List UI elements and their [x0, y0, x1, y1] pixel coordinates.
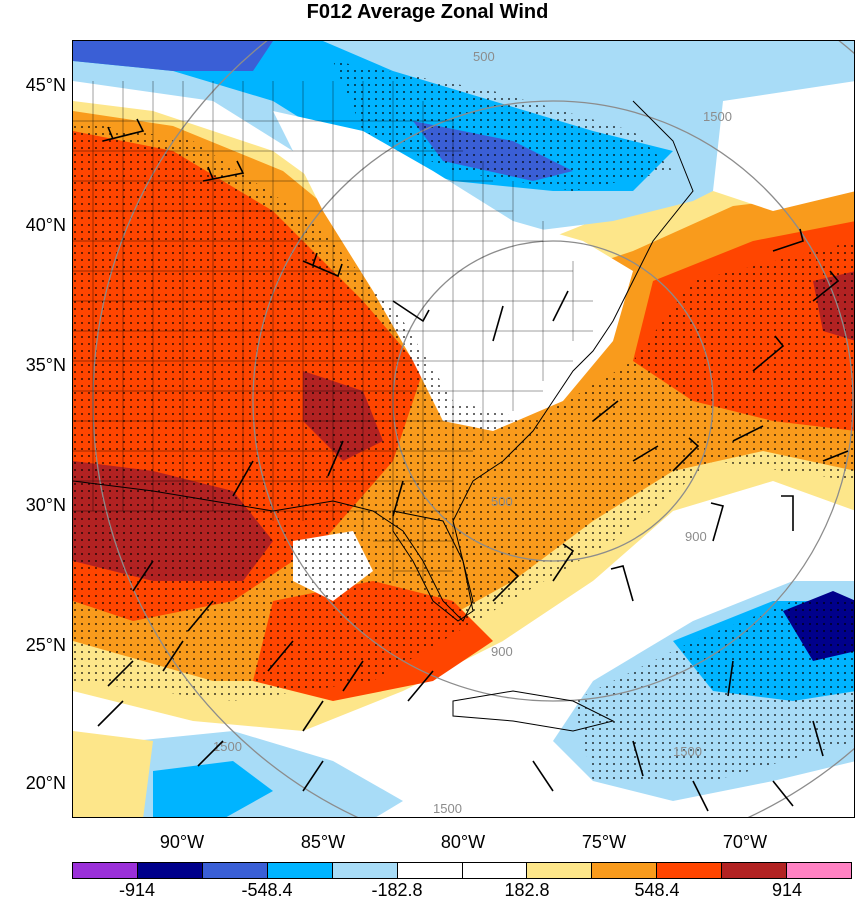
wind-barbs	[97, 118, 849, 812]
contour-label-900: 900	[685, 529, 707, 544]
colorbar-swatch-7	[527, 863, 593, 878]
lat-label-25: 25°N	[25, 635, 66, 655]
lat-label-30: 30°N	[25, 495, 66, 515]
colorbar-swatch-6	[462, 863, 528, 878]
map-title: F012 Average Zonal Wind	[306, 1, 549, 23]
contour-label-500: 500	[491, 494, 513, 509]
coastline	[73, 100, 694, 622]
florida-outline	[392, 510, 474, 622]
contour-label-500-top: 500	[473, 49, 495, 64]
lon-label-70: 70°W	[722, 832, 768, 852]
cuba-outline	[452, 690, 615, 732]
lon-label-75: 75°W	[581, 832, 627, 852]
lat-label-20: 20°N	[25, 773, 66, 793]
contour-900	[252, 100, 854, 702]
colorbar-label-0: -914	[118, 880, 156, 900]
colorbar-swatch-11	[787, 863, 852, 878]
stipple-overlay-n	[333, 61, 673, 191]
contour-label-1500: 1500	[673, 744, 702, 759]
lon-label-90: 90°W	[159, 832, 205, 852]
lat-label-45: 45°N	[25, 75, 66, 95]
colorbar-swatch-0	[73, 863, 138, 878]
field-darkblue-north	[73, 41, 273, 71]
colorbar-swatch-3	[267, 863, 333, 878]
colorbar-swatch-9	[657, 863, 723, 878]
county-boundaries	[73, 81, 593, 581]
colorbar-swatch-4	[332, 863, 398, 878]
stipple-overlay	[73, 121, 854, 701]
colorbar-label-4: 548.4	[634, 880, 680, 900]
colorbar-label-1: -548.4	[241, 880, 293, 900]
lon-label-80: 80°W	[440, 832, 486, 852]
lat-label-40: 40°N	[25, 215, 66, 235]
colorbar-label-5: 914	[771, 880, 803, 900]
colorbar-swatch-8	[592, 863, 658, 878]
field-blue-sw	[153, 761, 273, 817]
field-white-ne	[713, 81, 854, 211]
colorbar-swatch-5	[397, 863, 463, 878]
contour-label-1500-s: 1500	[433, 801, 462, 816]
colorbar-label-2: -182.8	[371, 880, 423, 900]
lat-label-35: 35°N	[25, 355, 66, 375]
colorbar-swatch-2	[202, 863, 268, 878]
colorbar-label-3: 182.8	[504, 880, 550, 900]
contour-label-1500-ne: 1500	[703, 109, 732, 124]
colorbar-swatch-1	[137, 863, 203, 878]
contour-label-900-sw: 900	[491, 644, 513, 659]
colorbar	[72, 862, 852, 879]
colorbar-swatch-10	[722, 863, 788, 878]
lon-label-85: 85°W	[300, 832, 346, 852]
field-orange-sw	[73, 731, 153, 817]
wind-map: 500 500 900 900 1500 1500 1500 1500	[72, 40, 855, 818]
stipple-overlay-se	[573, 601, 854, 781]
